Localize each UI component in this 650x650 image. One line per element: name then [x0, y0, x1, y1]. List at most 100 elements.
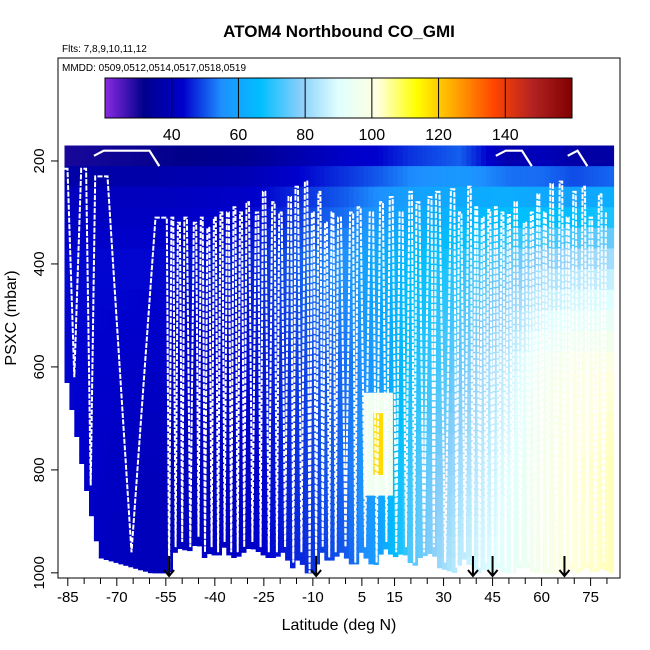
heatmap-cell	[79, 269, 85, 291]
heatmap-cell	[103, 351, 110, 373]
heatmap-cell	[598, 495, 605, 517]
heatmap-cell	[84, 392, 90, 414]
heatmap-cell	[589, 289, 595, 311]
heatmap-cell	[69, 207, 75, 229]
heatmap-cell	[589, 433, 595, 455]
heatmap-cell	[544, 227, 551, 250]
heatmap-cell	[319, 207, 325, 229]
heatmap-cell	[495, 186, 502, 208]
heatmap-cell	[584, 207, 590, 229]
heatmap-cell	[505, 310, 512, 332]
heatmap-cell	[324, 433, 330, 455]
heatmap-cell	[397, 413, 404, 435]
heatmap-cell	[451, 310, 458, 332]
heatmap-cell	[192, 413, 198, 435]
heatmap-cell	[358, 475, 365, 497]
x-tick-label: -85	[57, 589, 79, 606]
heatmap-cell	[407, 433, 414, 455]
heatmap-cell	[69, 392, 75, 410]
heatmap-cell	[422, 186, 428, 208]
heatmap-cell	[206, 433, 213, 455]
heatmap-cell	[549, 495, 556, 517]
heatmap-cell	[397, 392, 404, 414]
heatmap-cell	[294, 289, 301, 311]
heatmap-cell	[245, 289, 252, 311]
heatmap-cell	[481, 536, 487, 558]
heatmap-cell	[216, 475, 222, 497]
heatmap-cell	[549, 310, 556, 332]
heatmap-cell	[412, 166, 418, 188]
heatmap-cell	[157, 557, 164, 574]
heatmap-cell	[339, 536, 345, 553]
heatmap-cell	[128, 351, 134, 373]
heatmap-cell	[412, 536, 418, 558]
heatmap-cell	[378, 475, 384, 497]
heatmap-cell	[363, 227, 369, 250]
heatmap-cell	[192, 166, 198, 188]
heatmap-cell	[290, 166, 296, 188]
heatmap-cell	[304, 351, 311, 373]
heatmap-cell	[108, 413, 115, 435]
heatmap-cell	[535, 372, 541, 394]
heatmap-cell	[206, 413, 213, 435]
heatmap-cell	[275, 145, 281, 167]
heatmap-cell	[579, 413, 585, 435]
heatmap-cell	[324, 186, 330, 208]
heatmap-cell	[608, 330, 615, 353]
heatmap-cell	[353, 557, 360, 565]
heatmap-cell	[103, 330, 110, 353]
heatmap-cell	[290, 289, 296, 311]
x-tick-label: 75	[582, 589, 599, 606]
heatmap-cell	[530, 145, 536, 167]
heatmap-cell	[167, 207, 173, 229]
heatmap-cell	[441, 248, 448, 270]
heatmap-cell	[598, 536, 605, 558]
colorbar-tick-label: 40	[163, 127, 181, 144]
heatmap-cell	[177, 248, 183, 270]
heatmap-cell	[108, 310, 115, 332]
heatmap-cell	[280, 536, 286, 553]
heatmap-cell	[402, 227, 409, 250]
heatmap-cell	[167, 351, 173, 373]
heatmap-cell	[103, 289, 110, 311]
heatmap-cell	[539, 557, 546, 574]
heatmap-cell	[275, 351, 281, 373]
heatmap-cell	[530, 413, 536, 435]
heatmap-cell	[339, 475, 345, 497]
heatmap-cell	[549, 454, 556, 476]
heatmap-cell	[255, 516, 262, 538]
heatmap-cell	[324, 557, 330, 561]
heatmap-cell	[196, 186, 203, 208]
heatmap-cell	[343, 186, 350, 208]
heatmap-cell	[133, 289, 139, 311]
heatmap-cell	[363, 372, 369, 394]
heatmap-cell	[373, 433, 379, 455]
heatmap-cell	[98, 269, 105, 291]
heatmap-cell	[157, 207, 164, 229]
heatmap-cell	[299, 269, 306, 291]
heatmap-cell	[569, 536, 575, 558]
heatmap-cell	[358, 516, 365, 538]
heatmap-cell	[226, 536, 232, 556]
heatmap-cell	[353, 433, 360, 455]
heatmap-cell	[574, 166, 580, 188]
heatmap-cell	[304, 475, 311, 497]
heatmap-cell	[113, 145, 119, 167]
heatmap-cell	[520, 536, 526, 558]
heatmap-cell	[353, 310, 360, 332]
heatmap-cell	[603, 557, 610, 571]
heatmap-cell	[520, 207, 526, 229]
heatmap-cell	[427, 454, 433, 476]
heatmap-cell	[211, 495, 218, 517]
heatmap-cell	[446, 536, 453, 558]
heatmap-cell	[128, 227, 134, 250]
heatmap-cell	[103, 248, 110, 270]
heatmap-cell	[187, 227, 193, 250]
heatmap-cell	[290, 186, 296, 208]
heatmap-cell	[265, 330, 271, 353]
heatmap-cell	[84, 413, 90, 435]
heatmap-cell	[515, 186, 521, 208]
heatmap-cell	[108, 289, 115, 311]
x-axis: -85 -70 -55 -40 -25 -10 5 15 30 45 60 75	[57, 577, 608, 606]
heatmap-cell	[162, 433, 169, 455]
